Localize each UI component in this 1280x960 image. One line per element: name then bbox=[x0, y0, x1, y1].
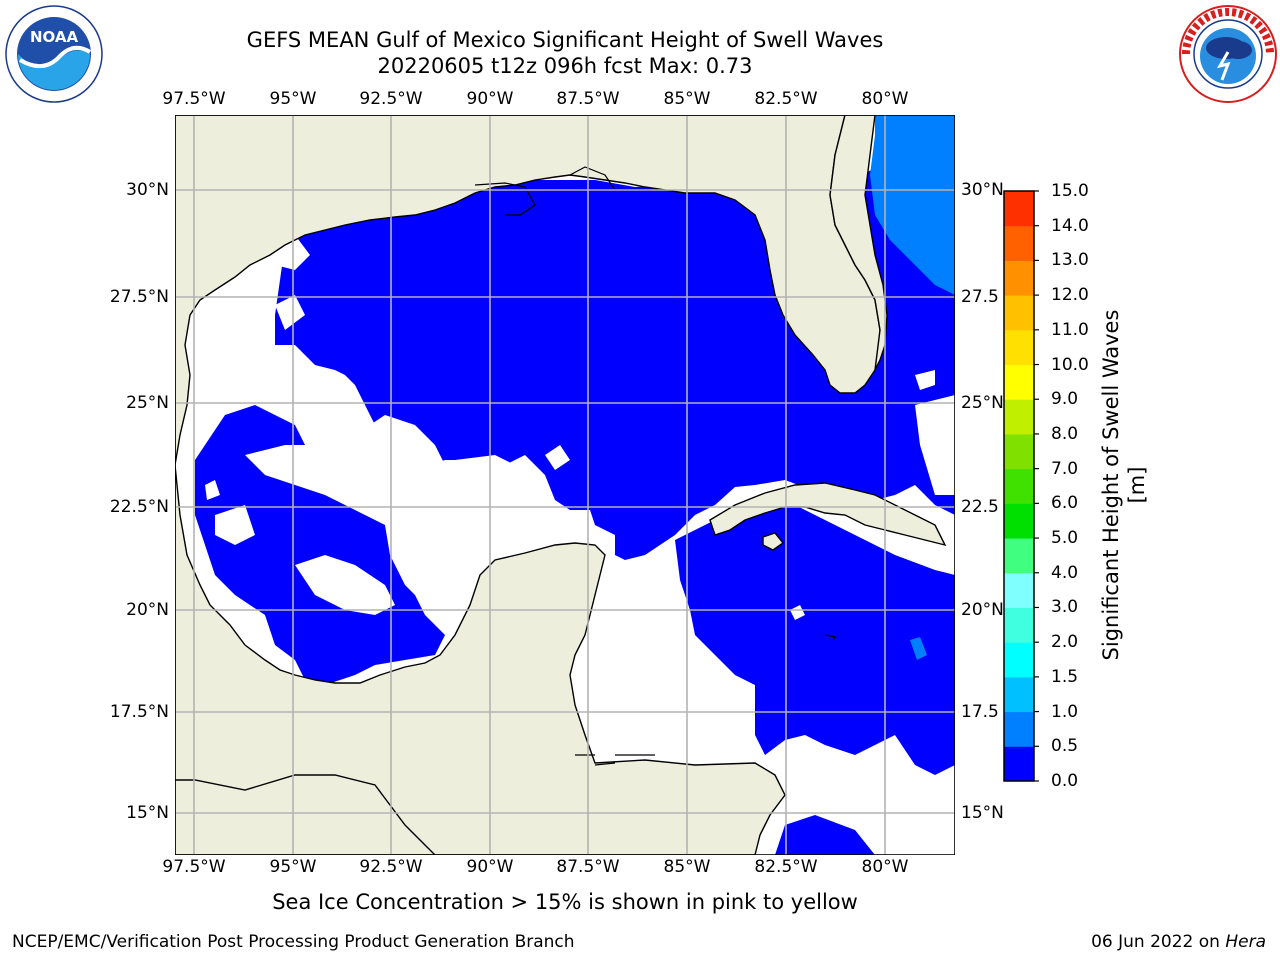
footer-credit: NCEP/EMC/Verification Post Processing Pr… bbox=[12, 932, 575, 952]
lat-label-left: 15°N bbox=[126, 803, 169, 823]
colorbar-tick-label: 12.0 bbox=[1051, 285, 1089, 306]
lon-label-top: 97.5°W bbox=[162, 89, 226, 109]
colorbar-tick-label: 11.0 bbox=[1051, 319, 1089, 340]
colorbar-segment bbox=[1004, 711, 1034, 747]
map-panel bbox=[175, 115, 955, 855]
colorbar-segment bbox=[1004, 191, 1034, 227]
colorbar-segment bbox=[1004, 572, 1034, 608]
lon-label-bottom: 80°W bbox=[861, 857, 909, 877]
lat-label-right: 15°N bbox=[961, 803, 1004, 823]
graticule bbox=[175, 115, 955, 855]
lon-label-bottom: 95°W bbox=[269, 857, 317, 877]
sea-ice-caption: Sea Ice Concentration > 15% is shown in … bbox=[272, 890, 858, 914]
colorbar-tick-label: 6.0 bbox=[1051, 493, 1079, 514]
lat-label-left: 22.5°N bbox=[109, 497, 169, 517]
colorbar-segment bbox=[1004, 399, 1034, 435]
swell-field-cayman bbox=[775, 815, 875, 855]
colorbar-tick-label: 1.0 bbox=[1051, 701, 1079, 722]
swell-field-west bbox=[195, 405, 445, 685]
lat-label-right: 22.5 bbox=[961, 497, 999, 517]
lon-label-bottom: 92.5°W bbox=[359, 857, 423, 877]
lat-label-left: 25°N bbox=[126, 393, 169, 413]
land-florida-atlantic bbox=[829, 115, 888, 371]
lat-label-left: 30°N bbox=[126, 180, 169, 200]
colorbar-tick-label: 9.0 bbox=[1051, 389, 1079, 410]
lat-label-right: 25°N bbox=[961, 393, 1004, 413]
noaa-logo: NOAA bbox=[5, 5, 103, 103]
colorbar bbox=[1003, 190, 1039, 782]
lon-label-bottom: 97.5°W bbox=[162, 857, 226, 877]
lat-label-right: 27.5 bbox=[961, 287, 999, 307]
lat-label-left: 17.5°N bbox=[109, 702, 169, 722]
lat-label-right: 20°N bbox=[961, 600, 1004, 620]
noaa-logo-text: NOAA bbox=[30, 28, 79, 46]
map-subtitle: 20220605 t12z 096h fcst Max: 0.73 bbox=[377, 54, 753, 78]
colorbar-segment bbox=[1004, 260, 1034, 296]
colorbar-tick-label: 2.0 bbox=[1051, 632, 1079, 653]
colorbar-tick-label: 7.0 bbox=[1051, 458, 1079, 479]
colorbar-segment bbox=[1004, 607, 1034, 643]
lat-label-left: 27.5°N bbox=[109, 287, 169, 307]
colorbar-tick-label: 8.0 bbox=[1051, 423, 1079, 444]
nws-logo bbox=[1179, 5, 1277, 103]
colorbar-tick-label: 3.0 bbox=[1051, 597, 1079, 618]
colorbar-label: Significant Height of Swell Waves [m] bbox=[1099, 309, 1149, 661]
colorbar-frame bbox=[1003, 190, 1035, 782]
map-title: GEFS MEAN Gulf of Mexico Significant Hei… bbox=[246, 28, 884, 52]
swell-field-atlantic bbox=[870, 115, 955, 295]
lon-label-top: 87.5°W bbox=[556, 89, 620, 109]
lon-label-bottom: 85°W bbox=[663, 857, 711, 877]
footer-host: Hera bbox=[1225, 932, 1266, 952]
lon-label-bottom: 90°W bbox=[466, 857, 514, 877]
colorbar-segment bbox=[1004, 433, 1034, 470]
colorbar-segment bbox=[1004, 503, 1034, 539]
lon-label-top: 85°W bbox=[663, 89, 711, 109]
lon-label-top: 90°W bbox=[466, 89, 514, 109]
colorbar-segment bbox=[1004, 676, 1034, 713]
lon-label-bottom: 82.5°W bbox=[754, 857, 818, 877]
footer-date: 06 Jun 2022 on Hera bbox=[1091, 932, 1266, 952]
lon-label-top: 82.5°W bbox=[754, 89, 818, 109]
lat-label-right: 17.5 bbox=[961, 702, 999, 722]
colorbar-tick-label: 1.5 bbox=[1051, 666, 1079, 687]
colorbar-segment bbox=[1004, 746, 1034, 782]
colorbar-segment bbox=[1004, 329, 1034, 366]
colorbar-segment bbox=[1004, 225, 1034, 261]
colorbar-tick-label: 0.5 bbox=[1051, 736, 1079, 757]
colorbar-segment bbox=[1004, 538, 1034, 574]
land-cuba bbox=[709, 482, 947, 547]
lon-label-top: 92.5°W bbox=[359, 89, 423, 109]
colorbar-tick-label: 15.0 bbox=[1051, 181, 1089, 201]
lon-label-top: 80°W bbox=[861, 89, 909, 109]
colorbar-segment bbox=[1004, 364, 1034, 400]
lat-label-left: 20°N bbox=[126, 600, 169, 620]
colorbar-tick-label: 0.0 bbox=[1051, 771, 1079, 791]
colorbar-tick-label: 4.0 bbox=[1051, 562, 1079, 583]
lon-label-top: 95°W bbox=[269, 89, 317, 109]
colorbar-segment bbox=[1004, 295, 1034, 331]
colorbar-segment bbox=[1004, 468, 1034, 504]
colorbar-tick-label: 13.0 bbox=[1051, 250, 1089, 271]
colorbar-tick-label: 10.0 bbox=[1051, 354, 1089, 375]
colorbar-tick-label: 5.0 bbox=[1051, 528, 1079, 549]
colorbar-segment bbox=[1004, 642, 1034, 678]
colorbar-tick-label: 14.0 bbox=[1051, 215, 1089, 236]
footer-date-text: 06 Jun 2022 on bbox=[1091, 932, 1226, 952]
lat-label-right: 30°N bbox=[961, 180, 1004, 200]
lon-label-bottom: 87.5°W bbox=[556, 857, 620, 877]
